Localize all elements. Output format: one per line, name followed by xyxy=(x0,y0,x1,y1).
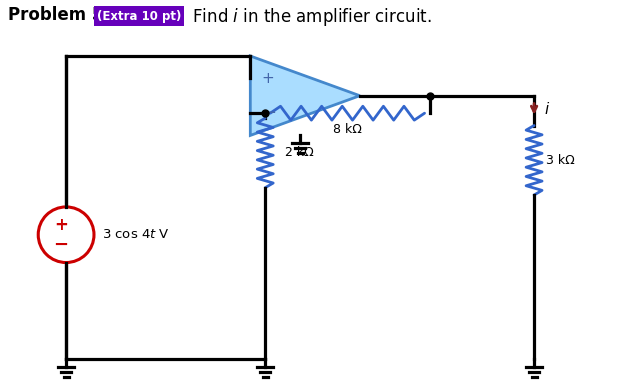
Text: 2 kΩ: 2 kΩ xyxy=(285,146,314,160)
FancyBboxPatch shape xyxy=(94,6,184,26)
Text: −: − xyxy=(261,104,276,122)
Text: −: − xyxy=(53,236,69,254)
Text: (Extra 10 pt): (Extra 10 pt) xyxy=(97,10,181,23)
Circle shape xyxy=(38,207,94,263)
Text: 8 kΩ: 8 kΩ xyxy=(333,123,362,136)
Text: $i$: $i$ xyxy=(544,101,550,117)
Text: +: + xyxy=(262,71,274,86)
Text: 3 kΩ: 3 kΩ xyxy=(546,154,575,167)
Text: Find $i$ in the amplifier circuit.: Find $i$ in the amplifier circuit. xyxy=(187,6,431,28)
Text: +: + xyxy=(54,216,68,234)
Polygon shape xyxy=(251,56,360,135)
Text: Problem 5.: Problem 5. xyxy=(8,6,110,24)
Text: 3 cos 4$t$ V: 3 cos 4$t$ V xyxy=(102,228,170,241)
